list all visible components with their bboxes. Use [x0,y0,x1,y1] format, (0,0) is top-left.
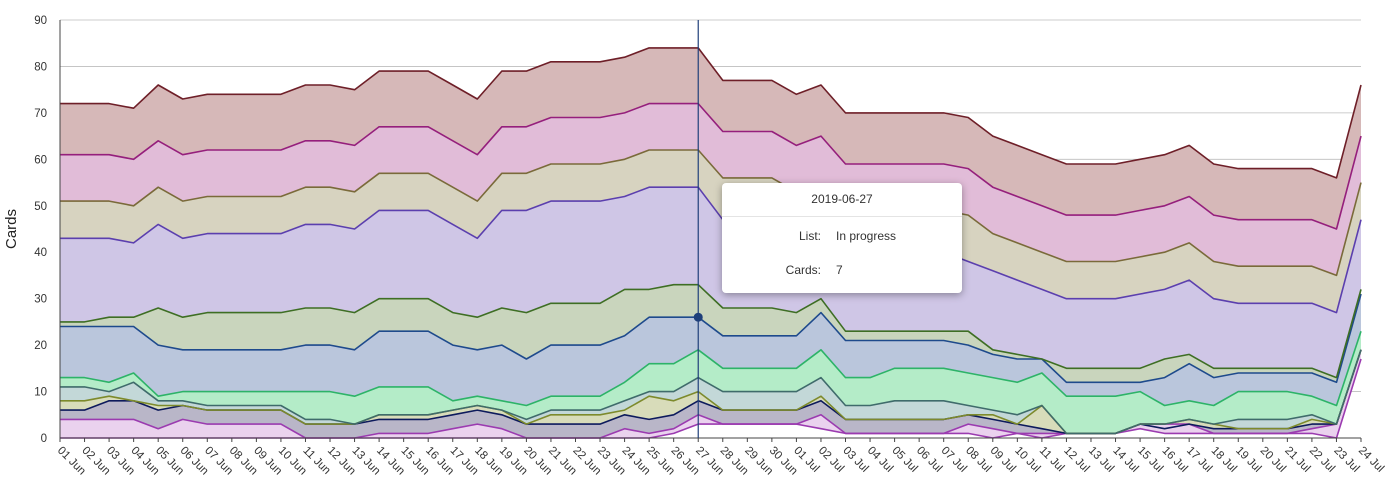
line-series-4 [60,349,1362,435]
x-tick-label-40: 11 Jul [1037,445,1067,475]
x-tick-label-45: 16 Jul [1160,445,1190,475]
area-series-4 [60,349,1361,434]
line-series-10 [60,102,1362,230]
y-axis-title: Cards [3,209,20,249]
hover-tooltip: 2019-06-27 List: In progress Cards: 7 [722,183,962,293]
line-series-8 [60,186,1362,314]
area-series-8 [60,187,1361,378]
y-tick-label-2: 20 [34,340,47,352]
tooltip-date: 2019-06-27 [722,183,962,217]
y-tick-label-4: 40 [34,247,47,259]
x-tick-label-35: 06 Jul [914,445,944,475]
y-tick-label-6: 60 [34,154,47,166]
tooltip-list-value: In progress [836,229,897,243]
line-series-7 [60,283,1362,379]
y-tick-label-7: 70 [34,108,47,120]
x-tick-label-32: 03 Jul [840,445,870,475]
line-series-6 [60,293,1362,384]
x-tick-label-53: 24 Jul [1356,445,1386,475]
x-tick-label-47: 18 Jul [1209,445,1239,475]
tooltip-list-label: List: [798,229,821,243]
line-series-9 [60,149,1362,277]
x-tick-label-36: 07 Jul [939,445,969,475]
x-tick-label-51: 22 Jul [1307,445,1337,475]
line-series-5 [60,330,1362,407]
area-series-3 [60,349,1361,434]
area-series-9 [60,150,1361,313]
tooltip-cards-value: 7 [836,263,843,277]
area-series-1 [60,349,1361,438]
x-tick-label-37: 08 Jul [963,445,993,475]
x-tick-label-31: 02 Jul [816,445,846,475]
hover-point-marker[interactable] [693,312,703,322]
area-series-5 [60,331,1361,434]
y-tick-label-5: 50 [34,201,47,213]
area-series-6 [60,294,1361,406]
x-tick-label-38: 09 Jul [988,445,1018,475]
x-tick-label-50: 21 Jul [1282,445,1312,475]
x-tick-label-34: 05 Jul [889,445,919,475]
line-series-11 [60,47,1362,179]
tooltip-cards-label: Cards: [785,263,821,277]
y-tick-labels: 0 10 20 30 40 50 60 70 80 90 [34,15,47,445]
x-tick-label-33: 04 Jul [865,445,895,475]
x-tick-label-49: 20 Jul [1258,445,1288,475]
y-tick-label-1: 10 [34,387,47,399]
x-tick-label-39: 10 Jul [1012,445,1042,475]
y-tick-label-9: 90 [34,15,47,27]
x-tick-label-52: 23 Jul [1331,445,1361,475]
y-tick-label-0: 0 [41,433,47,445]
y-tick-label-3: 30 [34,294,47,306]
x-tick-label-41: 12 Jul [1061,445,1091,475]
area-series-10 [60,103,1361,276]
x-tick-label-43: 14 Jul [1110,445,1140,475]
area-series-11 [60,47,1361,230]
x-tick-label-44: 15 Jul [1135,445,1165,475]
x-tick-label-48: 19 Jul [1233,445,1263,475]
x-tick-label-46: 17 Jul [1184,445,1214,475]
y-tick-label-8: 80 [34,61,47,73]
area-series [60,47,1361,438]
x-tick-label-42: 13 Jul [1086,445,1116,475]
line-series [60,47,1362,439]
